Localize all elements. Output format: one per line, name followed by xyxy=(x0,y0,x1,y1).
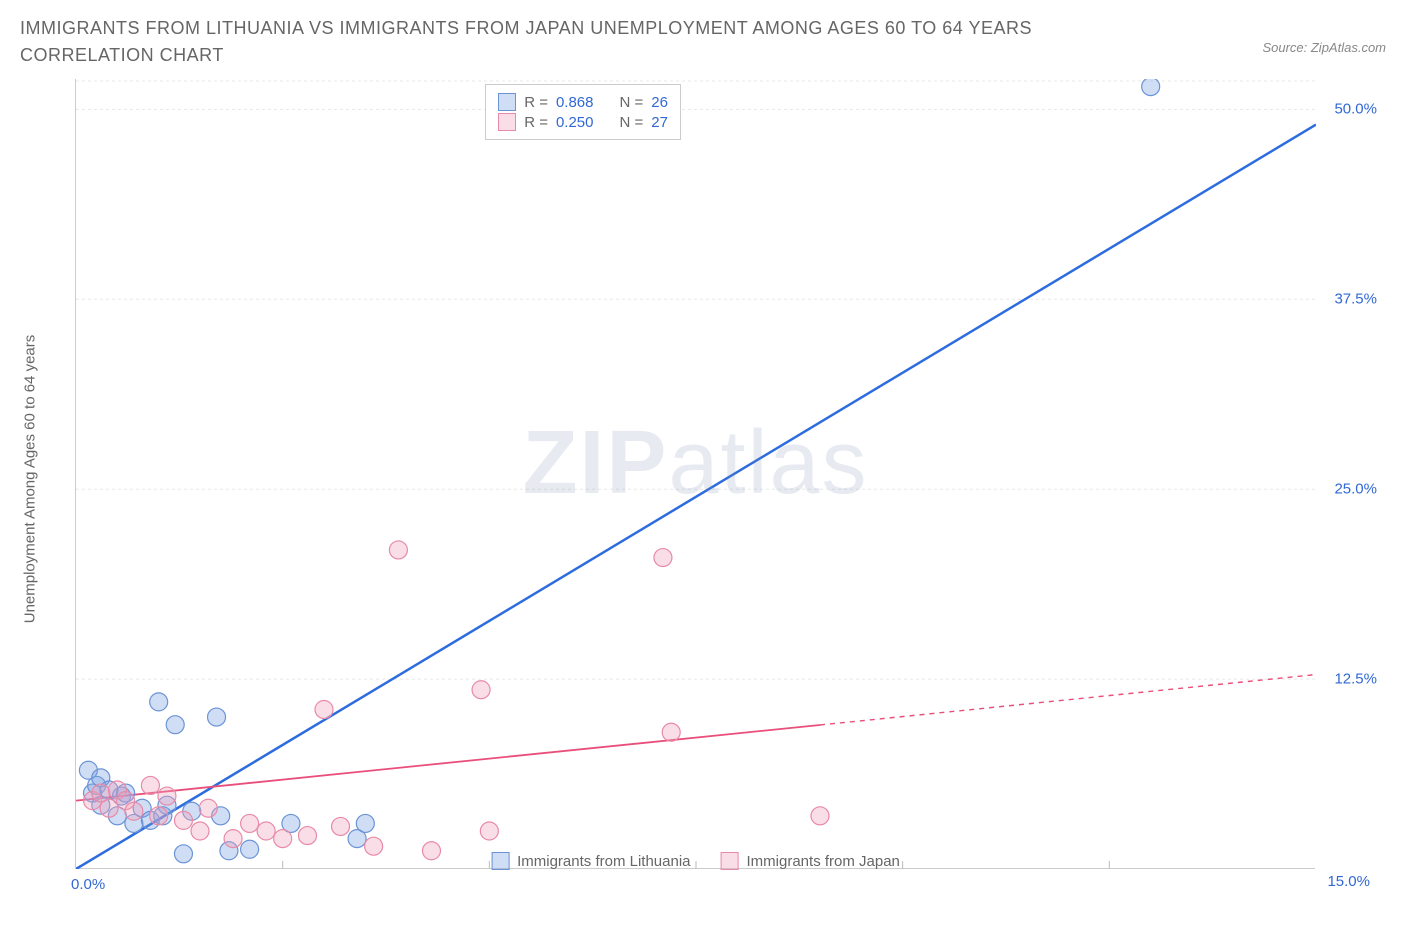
data-point xyxy=(472,681,490,699)
data-point xyxy=(389,541,407,559)
y-axis-label: Unemployment Among Ages 60 to 64 years xyxy=(22,335,39,624)
data-point xyxy=(191,822,209,840)
data-point xyxy=(315,700,333,718)
y-tick-label: 50.0% xyxy=(1334,101,1377,118)
chart-source: Source: ZipAtlas.com xyxy=(1262,40,1386,55)
legend-item: Immigrants from Lithuania xyxy=(491,852,690,870)
data-point xyxy=(1142,79,1160,96)
data-point xyxy=(199,799,217,817)
chart-title: IMMIGRANTS FROM LITHUANIA VS IMMIGRANTS … xyxy=(20,15,1120,69)
x-tick-label: 0.0% xyxy=(71,876,105,893)
x-tick-label: 15.0% xyxy=(1327,873,1370,890)
data-point xyxy=(150,693,168,711)
data-point xyxy=(811,807,829,825)
legend-item: Immigrants from Japan xyxy=(721,852,900,870)
legend-swatch xyxy=(491,852,509,870)
series-legend: Immigrants from Lithuania Immigrants from… xyxy=(491,852,900,870)
data-point xyxy=(125,802,143,820)
data-point xyxy=(224,830,242,848)
data-point xyxy=(241,814,259,832)
data-point xyxy=(480,822,498,840)
data-point xyxy=(150,807,168,825)
r-label: R = xyxy=(524,94,548,111)
correlation-legend: R = 0.868 N = 26 R = 0.250 N = 27 xyxy=(485,84,681,140)
y-tick-label: 25.0% xyxy=(1334,481,1377,498)
chart-container: Unemployment Among Ages 60 to 64 years Z… xyxy=(20,79,1386,899)
r-value: 0.250 xyxy=(556,114,594,131)
data-point xyxy=(356,814,374,832)
data-point xyxy=(365,837,383,855)
y-tick-label: 12.5% xyxy=(1334,671,1377,688)
data-point xyxy=(332,817,350,835)
data-point xyxy=(257,822,275,840)
legend-row: R = 0.868 N = 26 xyxy=(498,93,668,111)
legend-label: Immigrants from Lithuania xyxy=(517,853,690,870)
n-label: N = xyxy=(620,114,644,131)
legend-label: Immigrants from Japan xyxy=(747,853,900,870)
data-point xyxy=(654,549,672,567)
data-point xyxy=(166,716,184,734)
n-value: 27 xyxy=(651,114,668,131)
data-point xyxy=(662,723,680,741)
data-point xyxy=(158,787,176,805)
data-point xyxy=(141,776,159,794)
data-point xyxy=(100,799,118,817)
n-value: 26 xyxy=(651,94,668,111)
n-label: N = xyxy=(620,94,644,111)
data-point xyxy=(298,827,316,845)
legend-swatch xyxy=(498,113,516,131)
chart-header: IMMIGRANTS FROM LITHUANIA VS IMMIGRANTS … xyxy=(20,15,1386,69)
y-tick-label: 37.5% xyxy=(1334,291,1377,308)
legend-row: R = 0.250 N = 27 xyxy=(498,113,668,131)
plot-area: ZIPatlas 50.0%37.5%25.0%12.5%0.0%15.0%R … xyxy=(75,79,1315,869)
data-point xyxy=(422,842,440,860)
legend-swatch xyxy=(721,852,739,870)
data-point xyxy=(274,830,292,848)
data-point xyxy=(174,811,192,829)
r-label: R = xyxy=(524,114,548,131)
legend-swatch xyxy=(498,93,516,111)
data-point xyxy=(174,845,192,863)
data-point xyxy=(208,708,226,726)
r-value: 0.868 xyxy=(556,94,594,111)
data-point xyxy=(241,840,259,858)
